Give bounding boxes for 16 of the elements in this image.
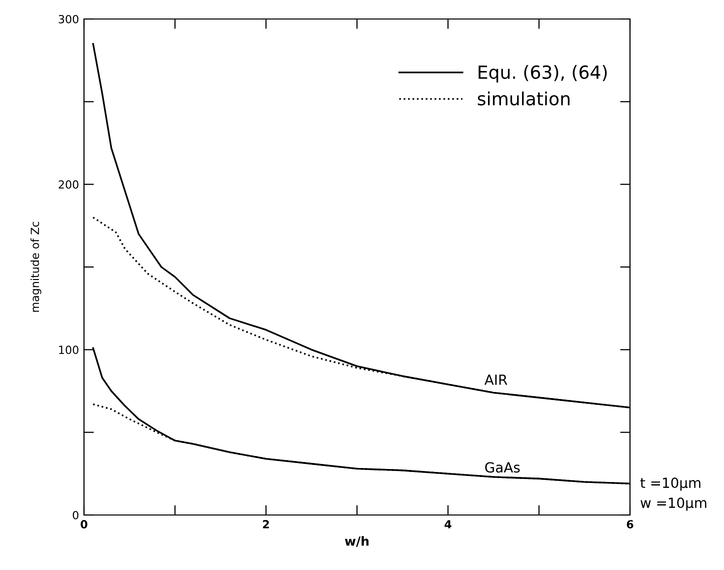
y-tick-label: 200: [58, 180, 78, 189]
x-tick-label: 4: [444, 520, 452, 528]
legend-label: Equ. (63), (64): [478, 65, 607, 82]
text: w =10μm: [640, 498, 706, 511]
x-tick-label: 6: [626, 520, 634, 528]
x-axis-title: w/h: [344, 536, 369, 547]
x-tick-label: 2: [263, 520, 269, 528]
annotation: AIR: [484, 374, 508, 385]
text: t =10μm: [640, 478, 700, 491]
legend-label: simulation: [478, 92, 570, 106]
y-tick-label: 0: [72, 510, 78, 520]
y-axis-title: magnitude of Zc: [30, 222, 42, 312]
y-tick-label: 300: [58, 14, 78, 24]
y-tick-label: 100: [59, 346, 78, 354]
x-tick-label: 0: [80, 520, 88, 528]
annotation: GaAs: [485, 462, 520, 473]
